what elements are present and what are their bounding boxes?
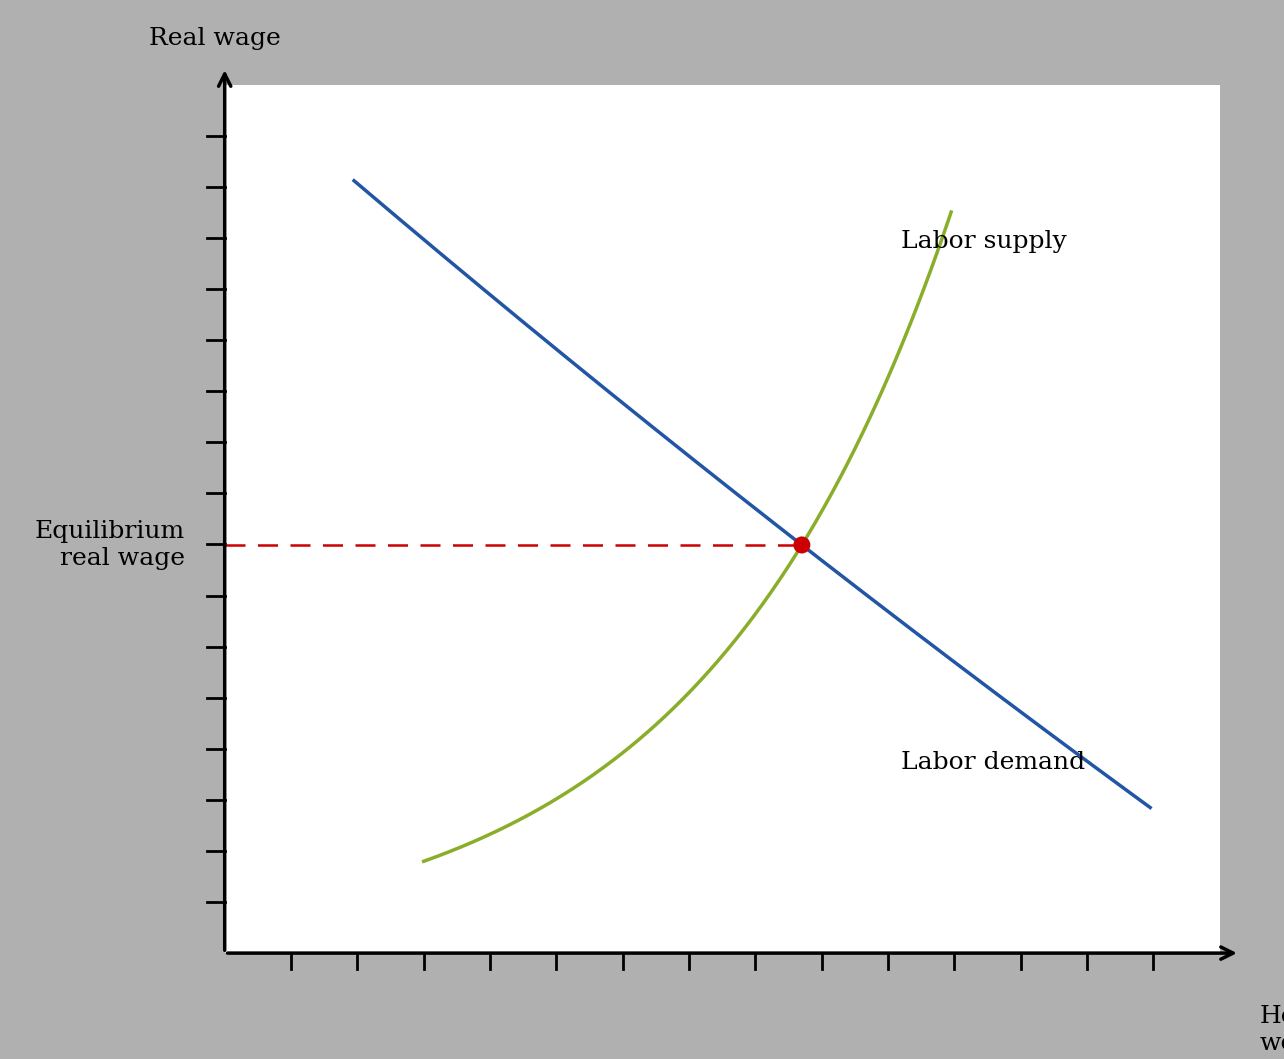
Text: Labor demand: Labor demand: [901, 751, 1085, 773]
Text: Equilibrium
real wage: Equilibrium real wage: [35, 520, 185, 570]
Text: Hours
worked: Hours worked: [1260, 1005, 1284, 1055]
Point: [791, 537, 811, 554]
Text: Real wage: Real wage: [149, 26, 281, 50]
Text: Labor supply: Labor supply: [901, 230, 1067, 252]
